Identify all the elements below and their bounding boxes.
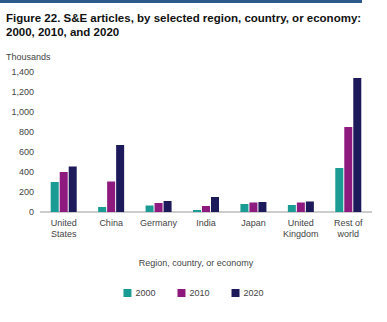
legend-swatch [123,289,131,297]
title: Figure 22. S&E articles, by selected reg… [6,12,361,24]
y-label: Thousands [6,52,51,62]
y-tick-label: 1,400 [11,67,34,77]
bar [249,203,257,213]
x-tick-label: China [99,218,123,228]
bar [353,78,361,212]
x-tick-label: Germany [140,218,178,228]
x-tick-label: world [337,229,360,239]
x-label: Region, country, or economy [139,258,254,268]
chart: Figure 22. S&E articles, by selected reg… [0,0,387,322]
y-tick-label: 600 [19,147,34,157]
bars [51,78,362,212]
y-tick-label: 1,200 [11,87,34,97]
x-tick-label: Rest of [334,218,363,228]
bar [288,205,296,212]
legend-swatch [177,289,185,297]
bar [51,182,59,212]
x-tick-label: Kingdom [283,229,319,239]
title: 2000, 2010, and 2020 [6,26,119,38]
bar [164,201,172,212]
x-tick-label: United [288,218,314,228]
bar [297,203,305,213]
bar [202,206,210,212]
bar [211,197,219,212]
bar [116,145,124,212]
x-tick-label: Japan [241,218,266,228]
y-tick-label: 800 [19,127,34,137]
y-tick-label: 0 [29,207,34,217]
legend-label: 2020 [244,288,264,298]
bar [146,206,154,213]
bar [258,202,266,212]
bar [98,207,106,212]
bar [69,167,77,213]
y-tick-label: 1,000 [11,107,34,117]
y-tick-label: 200 [19,187,34,197]
bar [344,127,352,212]
legend-label: 2000 [135,288,155,298]
bar [60,172,68,212]
bar [306,202,314,213]
bar [155,203,163,212]
top-rule [0,0,362,3]
bar [193,210,201,212]
legend-label: 2010 [189,288,209,298]
bar [335,168,343,212]
x-tick-label: United [51,218,77,228]
legend-swatch [232,289,240,297]
bar [107,182,115,213]
x-tick-label: India [196,218,216,228]
x-tick-label: States [51,229,77,239]
y-tick-label: 400 [19,167,34,177]
bar [240,204,248,212]
